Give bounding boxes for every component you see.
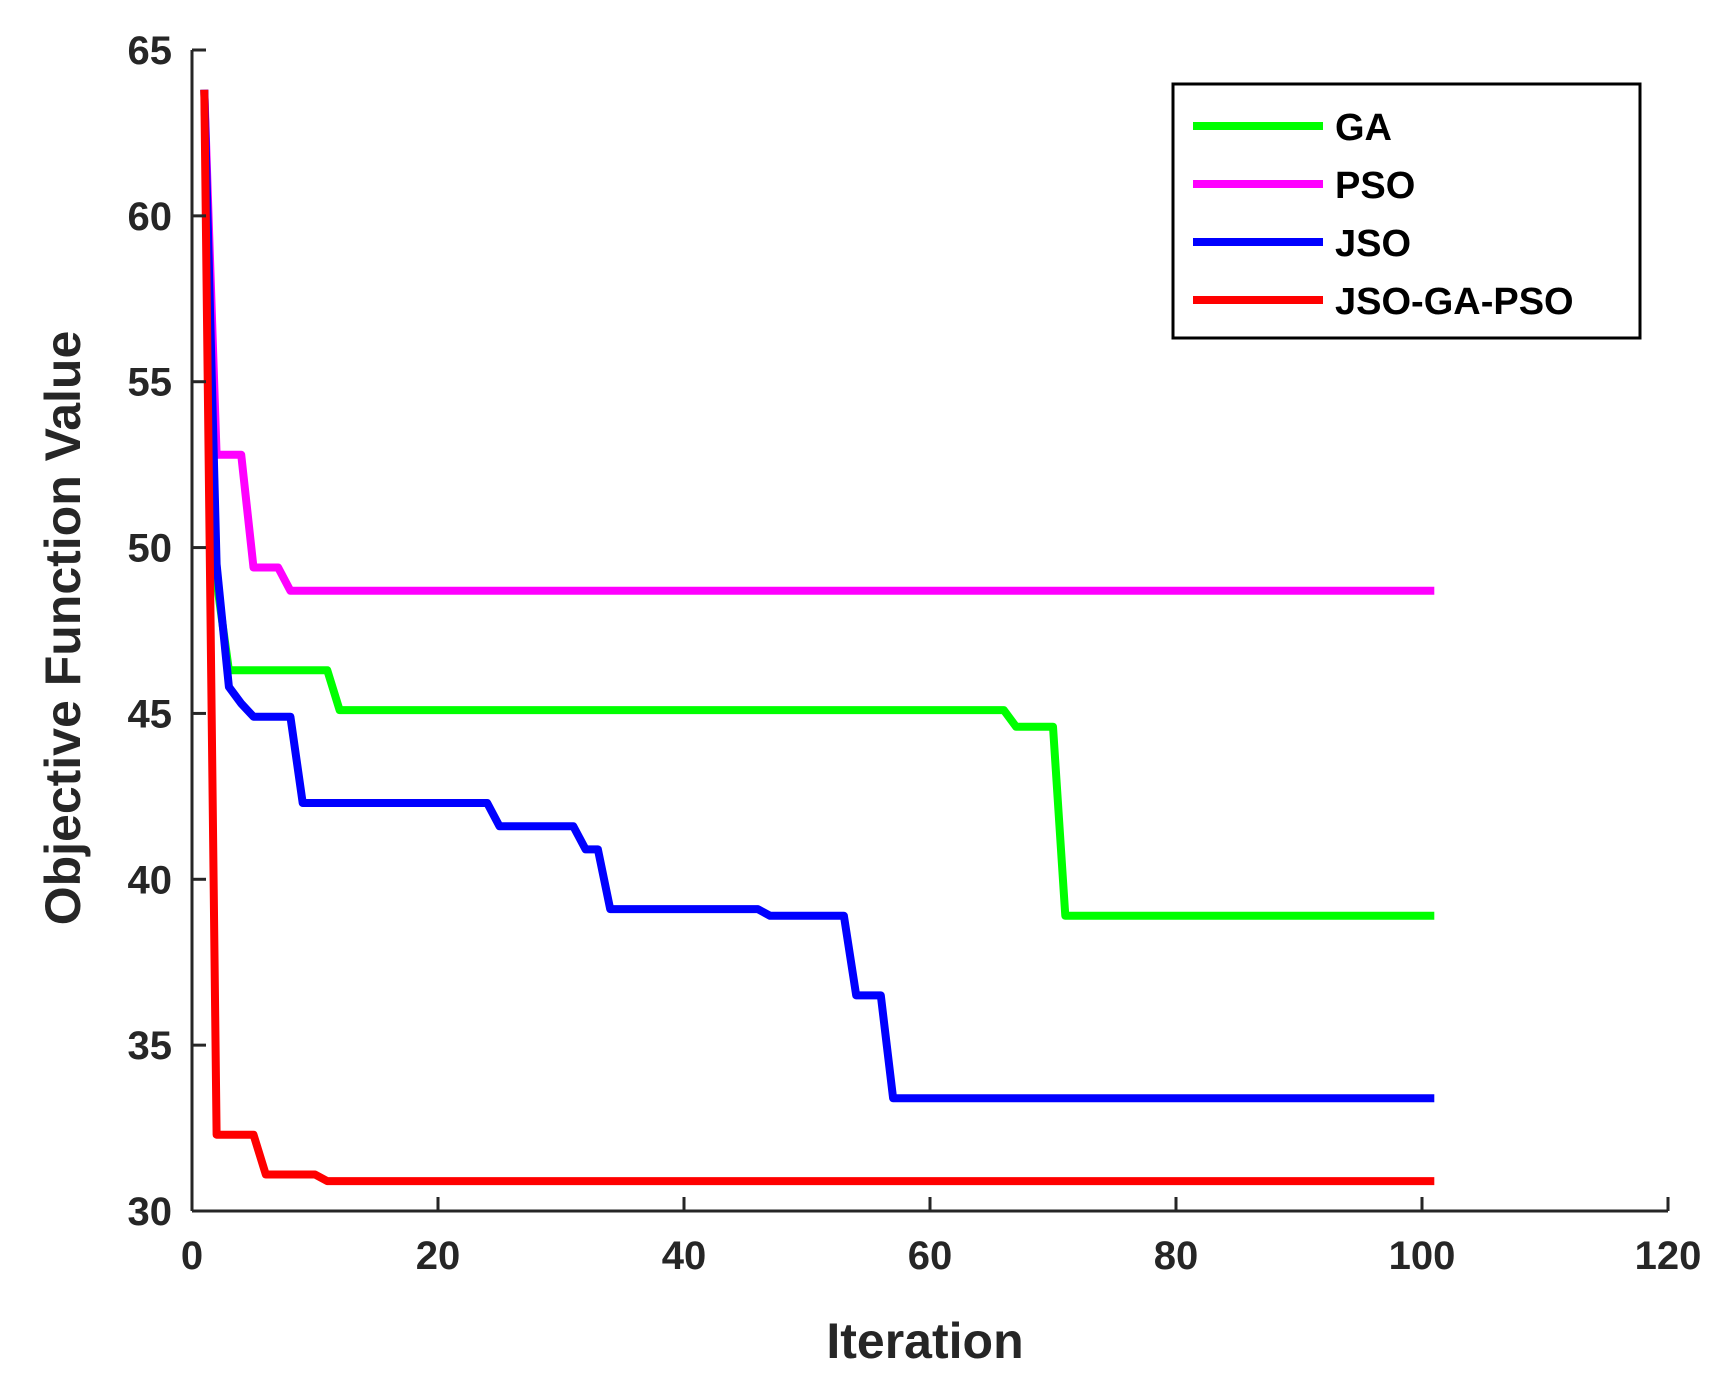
y-tick-label: 35 <box>128 1024 173 1068</box>
x-tick-label: 20 <box>416 1234 461 1278</box>
x-tick-label: 40 <box>662 1234 707 1278</box>
legend: GA PSO JSO JSO-GA-PSO <box>1171 82 1642 340</box>
y-tick-label: 40 <box>128 858 173 902</box>
x-tick-label: 120 <box>1635 1234 1702 1278</box>
series-line-jso-ga-pso <box>200 89 1435 1186</box>
y-tick-label: 45 <box>128 692 173 736</box>
legend-label: PSO <box>1335 165 1415 207</box>
y-axis-label: Objective Function Value <box>35 331 91 926</box>
x-axis-label: Iteration <box>826 1313 1023 1369</box>
legend-label: GA <box>1335 107 1392 149</box>
x-tick-label: 100 <box>1389 1234 1456 1278</box>
axes <box>190 48 1670 1213</box>
x-tick-label: 80 <box>1154 1234 1199 1278</box>
legend-label: JSO-GA-PSO <box>1335 281 1574 323</box>
y-tick-label: 60 <box>128 195 173 239</box>
y-tick-label: 50 <box>128 527 173 571</box>
x-tick-label: 0 <box>181 1234 203 1278</box>
y-tick-label: 55 <box>128 361 173 405</box>
legend-label: JSO <box>1335 223 1411 265</box>
y-tick-label: 30 <box>128 1190 173 1234</box>
x-tick-label: 60 <box>908 1234 953 1278</box>
series-layer <box>200 89 1435 1186</box>
series-line-jso <box>200 89 1435 1103</box>
tick-labels: 0 20 40 60 80 100 120 30 35 40 45 50 55 60 65 <box>128 29 1702 1278</box>
y-tick-label: 65 <box>128 29 173 73</box>
